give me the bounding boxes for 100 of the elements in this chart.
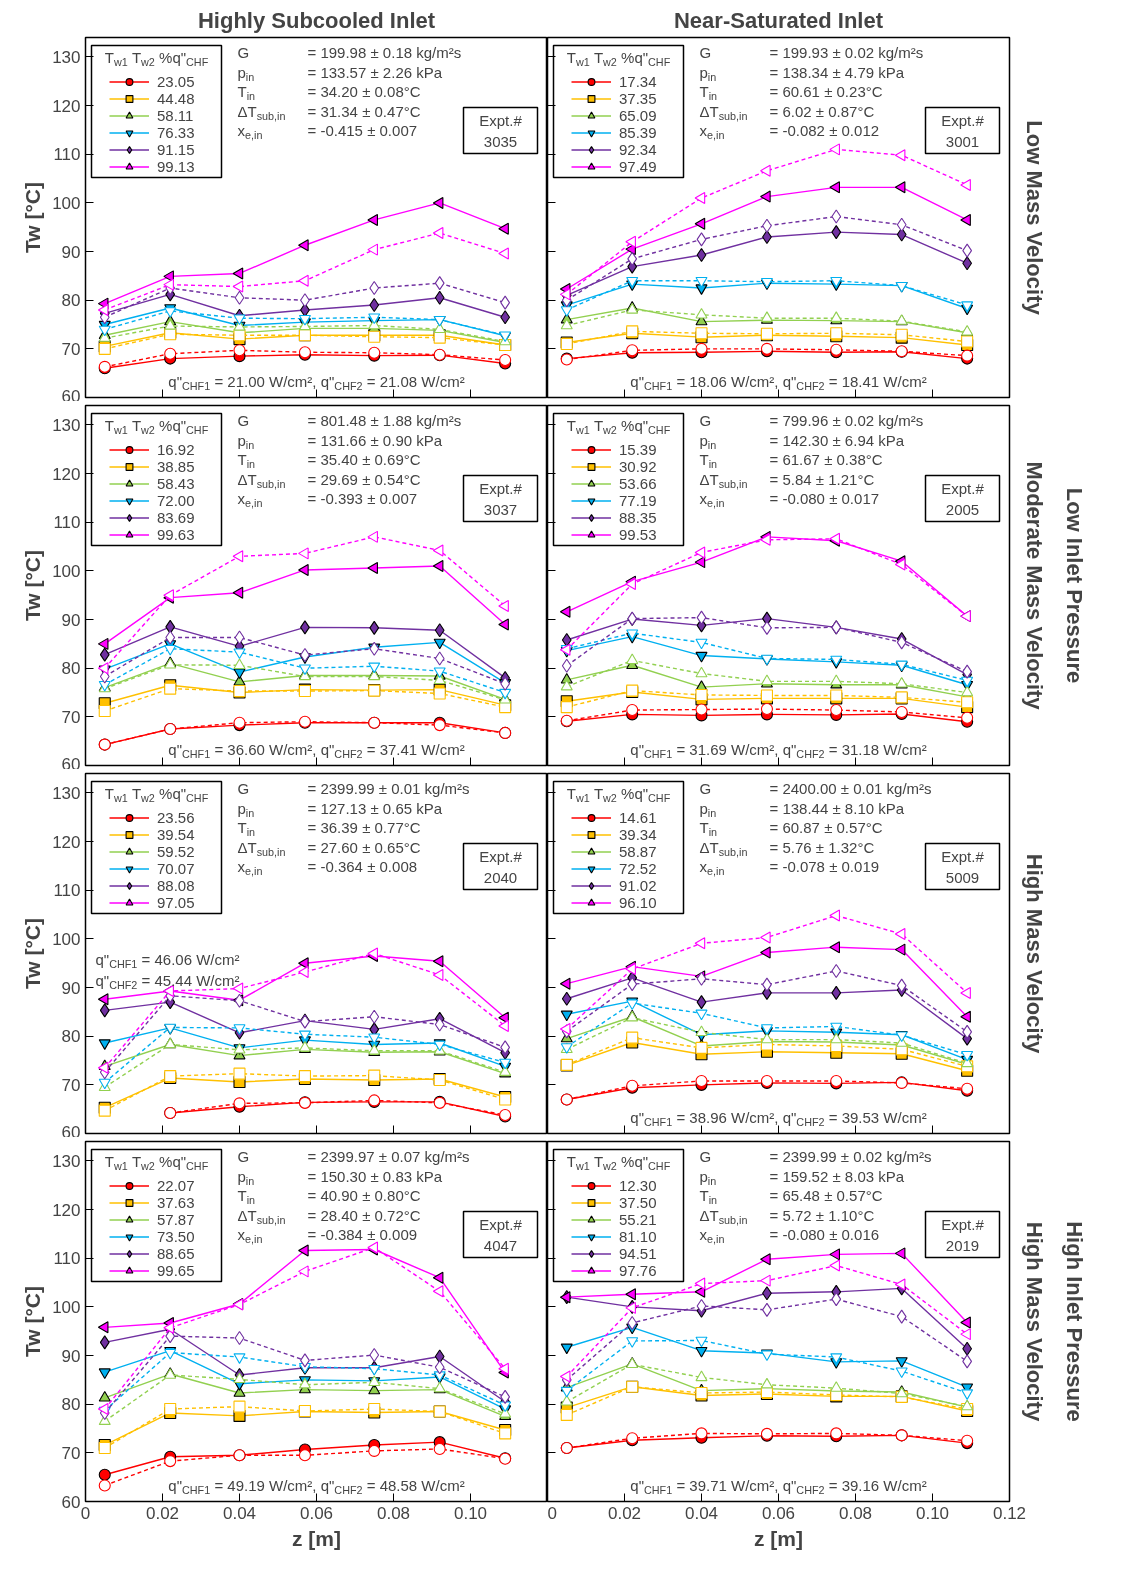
- annotation: Expt.# 3037: [479, 480, 523, 518]
- y-tick-label: 90: [61, 242, 81, 262]
- y-axis-title: Tw [°C]: [21, 549, 45, 621]
- annotation: Expt.# 2019: [941, 1216, 985, 1254]
- legend-label: 44.48: [157, 90, 195, 107]
- y2-axis-title: High Mass Velocity: [1021, 1221, 1047, 1422]
- legend-label: 59.52: [157, 843, 195, 860]
- annotation: Expt.# 5009: [941, 848, 985, 886]
- legend-label: 55.21: [619, 1211, 657, 1228]
- legend-label: 97.05: [157, 894, 195, 911]
- x-tick-label: 0.06: [761, 1503, 796, 1523]
- y2-axis-title: Moderate Mass Velocity: [1021, 461, 1047, 711]
- annotation: Expt.# 4047: [479, 1216, 523, 1254]
- x-axis-title: z [m]: [754, 1526, 803, 1550]
- y-tick-label: 100: [52, 929, 81, 949]
- legend-label: 99.13: [157, 158, 195, 175]
- legend-label: 99.63: [157, 526, 195, 543]
- legend-label: 94.51: [619, 1245, 657, 1262]
- x-tick-label: 0.02: [145, 1503, 180, 1523]
- y-tick-label: 120: [52, 464, 81, 484]
- legend-label: 77.19: [619, 492, 657, 509]
- y-axis-title: Tw [°C]: [21, 1285, 45, 1357]
- y-tick-label: 110: [53, 1249, 81, 1269]
- y-tick-label: 130: [52, 47, 81, 67]
- legend-label: 85.39: [619, 124, 657, 141]
- y-tick-label: 110: [53, 145, 81, 165]
- x-tick-label: 0.02: [607, 1503, 642, 1523]
- legend-label: 14.61: [619, 809, 657, 826]
- legend-label: 92.34: [619, 141, 657, 158]
- legend-label: 12.30: [619, 1177, 657, 1194]
- annotation: Expt.# 3001: [941, 112, 985, 150]
- y-tick-label: 60: [61, 1122, 81, 1142]
- x-tick-label: 0.06: [299, 1503, 334, 1523]
- legend-label: 76.33: [157, 124, 195, 141]
- x-tick-label: 0.10: [915, 1503, 950, 1523]
- legend-label: 30.92: [619, 458, 657, 475]
- legend-label: 58.11: [157, 107, 194, 124]
- y-tick-label: 80: [61, 659, 81, 679]
- text: High Inlet Pressure: [1061, 1221, 1087, 1422]
- y-tick-label: 120: [52, 1200, 81, 1220]
- legend-label: 97.76: [619, 1262, 657, 1279]
- x-axis-title: z [m]: [292, 1526, 341, 1550]
- annotation: Expt.# 2040: [479, 848, 523, 886]
- y-tick-label: 130: [52, 783, 81, 803]
- y-tick-label: 60: [61, 754, 81, 774]
- y-tick-label: 70: [61, 339, 81, 359]
- legend-label: 72.52: [619, 860, 657, 877]
- legend-label: 23.56: [157, 809, 195, 826]
- legend-label: 88.08: [157, 877, 195, 894]
- y-tick-label: 110: [53, 513, 81, 533]
- legend-label: 99.53: [619, 526, 657, 543]
- y-tick-label: 100: [52, 1297, 81, 1317]
- y-tick-label: 90: [61, 978, 81, 998]
- y-tick-label: 70: [61, 1075, 81, 1095]
- legend-label: 37.50: [619, 1194, 657, 1211]
- legend-label: 53.66: [619, 475, 657, 492]
- legend-label: 38.85: [157, 458, 195, 475]
- y-tick-label: 120: [52, 96, 81, 116]
- legend-label: 73.50: [157, 1228, 195, 1245]
- legend-label: 37.63: [157, 1194, 195, 1211]
- y-tick-label: 70: [61, 1443, 81, 1463]
- x-tick-label: 0.12: [992, 1503, 1027, 1523]
- legend-label: 91.02: [619, 877, 657, 894]
- legend-label: 88.65: [157, 1245, 195, 1262]
- legend-label: 96.10: [619, 894, 657, 911]
- y-tick-label: 90: [61, 1346, 81, 1366]
- legend-label: 58.87: [619, 843, 657, 860]
- y-tick-label: 90: [61, 610, 81, 630]
- legend-label: 65.09: [619, 107, 657, 124]
- legend-label: 37.35: [619, 90, 657, 107]
- chart-title: Near-Saturated Inlet: [673, 7, 884, 33]
- y-tick-label: 120: [52, 832, 81, 852]
- y-tick-label: 130: [52, 415, 81, 435]
- x-tick-label: 0: [80, 1503, 91, 1523]
- legend-label: 39.54: [157, 826, 195, 843]
- legend-label: 91.15: [157, 141, 195, 158]
- legend-label: 39.34: [619, 826, 657, 843]
- y-tick-label: 100: [52, 561, 81, 581]
- y-tick-label: 60: [61, 1492, 81, 1512]
- x-tick-label: 0.08: [838, 1503, 873, 1523]
- legend-label: 17.34: [619, 73, 657, 90]
- annotation: Expt.# 2005: [941, 480, 985, 518]
- x-tick-label: 0: [547, 1503, 557, 1523]
- legend-label: 81.10: [619, 1228, 657, 1245]
- x-tick-label: 0.08: [376, 1503, 411, 1523]
- y-tick-label: 70: [61, 707, 81, 727]
- x-tick-label: 0.04: [222, 1503, 257, 1523]
- chart-title: Highly Subcooled Inlet: [197, 7, 436, 33]
- legend-label: 15.39: [619, 441, 657, 458]
- y2-axis-title: High Mass Velocity: [1021, 853, 1047, 1054]
- legend-label: 72.00: [157, 492, 195, 509]
- legend-label: 23.05: [157, 73, 195, 90]
- x-tick-label: 0.04: [684, 1503, 719, 1523]
- y-tick-label: 100: [52, 193, 81, 213]
- legend-label: 97.49: [619, 158, 657, 175]
- y-tick-label: 130: [52, 1151, 81, 1171]
- y-tick-label: 60: [61, 386, 81, 406]
- legend-label: 22.07: [157, 1177, 195, 1194]
- legend-label: 57.87: [157, 1211, 195, 1228]
- text: Low Inlet Pressure: [1061, 487, 1087, 684]
